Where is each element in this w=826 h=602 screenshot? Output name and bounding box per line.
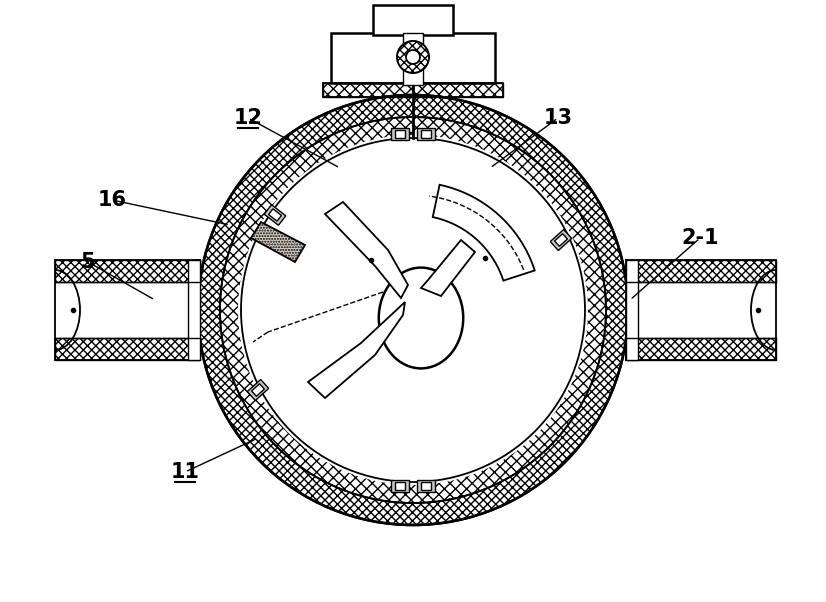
Polygon shape (421, 240, 475, 296)
Polygon shape (395, 482, 406, 489)
Circle shape (220, 117, 606, 503)
Ellipse shape (379, 268, 463, 368)
Polygon shape (251, 222, 305, 262)
Polygon shape (264, 205, 286, 225)
Circle shape (198, 95, 628, 525)
Polygon shape (554, 234, 567, 246)
Bar (626, 338, 776, 360)
Polygon shape (417, 128, 435, 140)
Circle shape (406, 50, 420, 64)
Circle shape (238, 135, 588, 485)
Bar (373, 5, 453, 35)
Polygon shape (417, 480, 435, 492)
Text: 12: 12 (234, 108, 263, 128)
Bar (626, 260, 776, 360)
Bar (403, 33, 423, 85)
Bar (331, 33, 495, 83)
Polygon shape (247, 379, 268, 400)
Polygon shape (550, 229, 572, 250)
Bar (323, 83, 503, 97)
Bar (626, 260, 776, 282)
Text: 11: 11 (170, 462, 200, 482)
Text: 13: 13 (544, 108, 572, 128)
Polygon shape (325, 202, 408, 298)
Bar (55, 260, 200, 282)
Polygon shape (395, 131, 406, 138)
Polygon shape (420, 131, 431, 138)
Circle shape (397, 41, 429, 73)
Polygon shape (252, 383, 264, 396)
Polygon shape (268, 209, 282, 221)
Text: 5: 5 (81, 252, 95, 272)
Text: 2-1: 2-1 (681, 228, 719, 248)
Polygon shape (391, 128, 409, 140)
Bar (55, 260, 200, 360)
Polygon shape (420, 482, 431, 489)
Bar (626, 260, 638, 360)
Polygon shape (308, 302, 405, 398)
Text: 16: 16 (97, 190, 126, 210)
Polygon shape (391, 480, 409, 492)
Circle shape (241, 138, 585, 482)
Polygon shape (433, 185, 534, 281)
Bar (188, 260, 200, 360)
Bar (323, 83, 503, 97)
Bar (55, 338, 200, 360)
